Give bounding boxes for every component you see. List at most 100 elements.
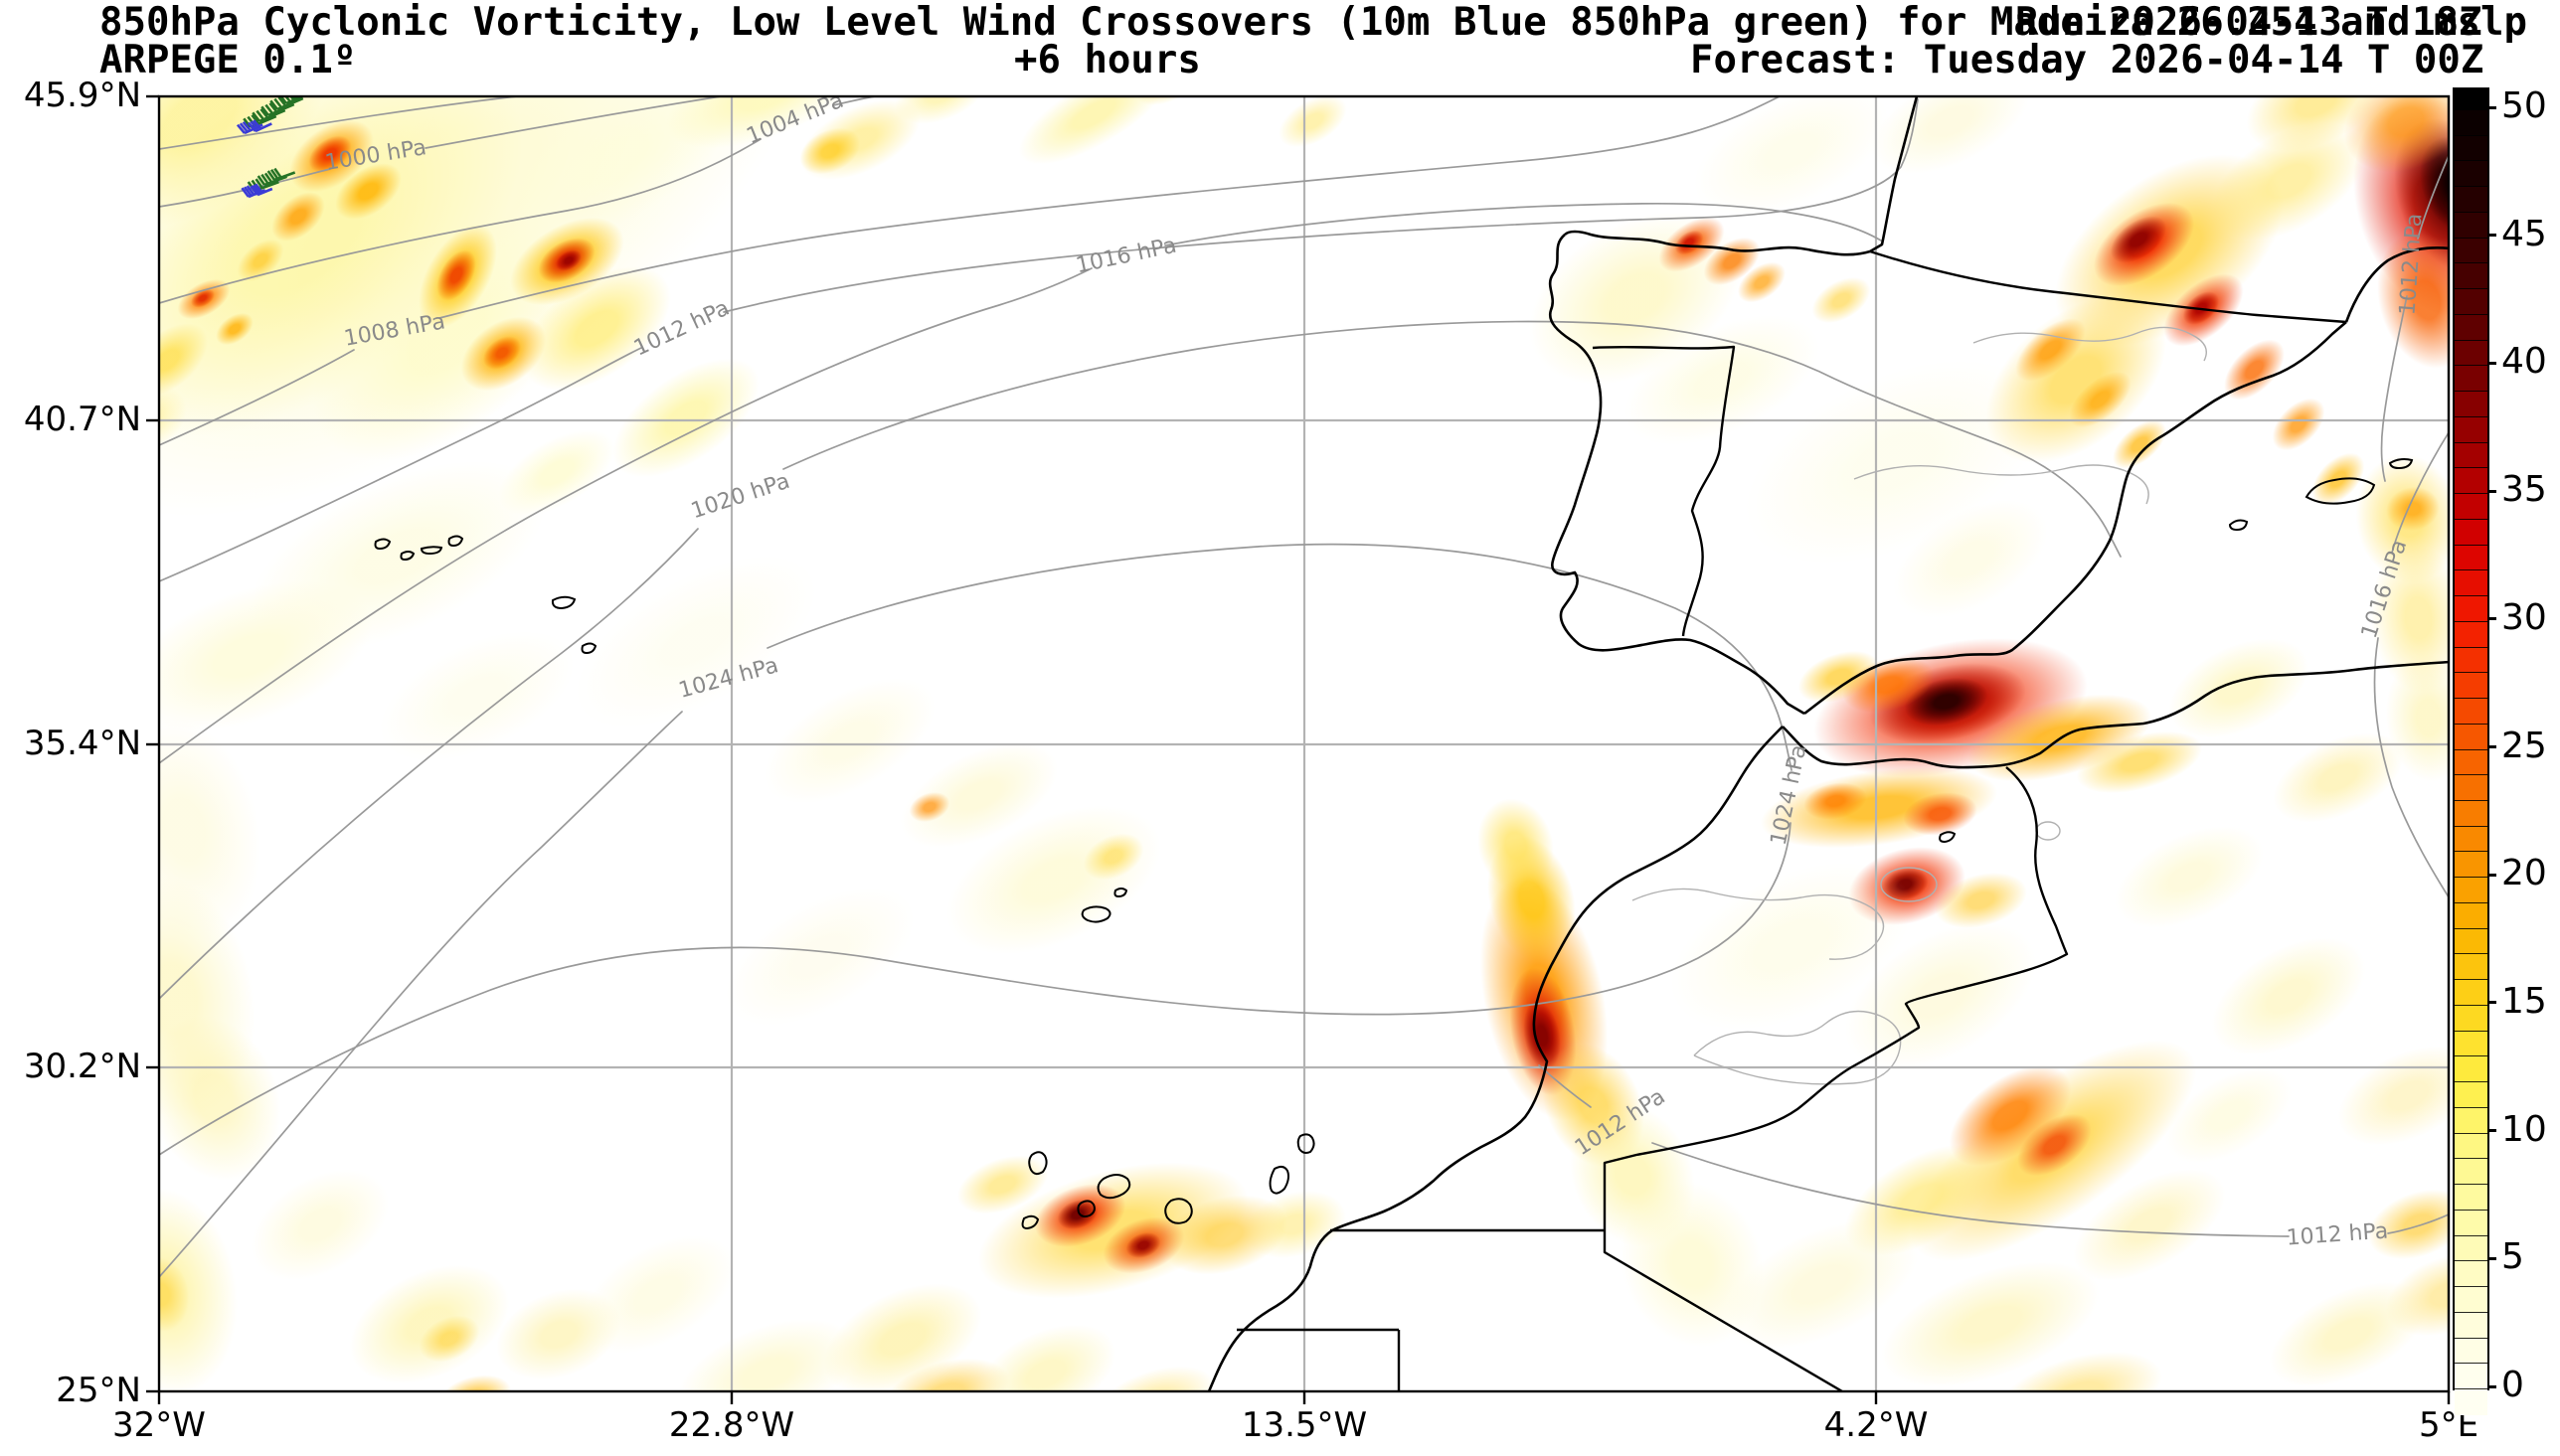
page-title: 850hPa Cyclonic Vorticity, Low Level Win… xyxy=(99,0,2527,45)
colorbar-segment xyxy=(2455,1286,2487,1313)
colorbar-segment xyxy=(2455,391,2487,417)
vorticity-blob xyxy=(330,1240,529,1391)
colorbar-tick-label: 35 xyxy=(2501,469,2547,511)
x-tick-label: 4.2°W xyxy=(1823,1405,1929,1445)
colorbar xyxy=(2453,87,2489,1415)
colorbar-tick-label: 5 xyxy=(2501,1236,2524,1278)
step-label: +6 hours xyxy=(1014,38,1201,82)
colorbar-segment xyxy=(2455,313,2487,341)
colorbar-tick-label: 0 xyxy=(2501,1365,2524,1405)
colorbar-segment xyxy=(2455,1209,2487,1236)
colorbar-segment xyxy=(2455,698,2487,725)
colorbar-segment xyxy=(2455,927,2487,955)
colorbar-segment xyxy=(2455,774,2487,801)
colorbar-tick-label: 50 xyxy=(2501,85,2547,126)
vorticity-blob xyxy=(703,859,938,1053)
colorbar-segment xyxy=(2455,262,2487,290)
colorbar-segment xyxy=(2455,160,2487,188)
colorbar-tick-mark xyxy=(2487,361,2496,365)
colorbar-segment xyxy=(2455,595,2487,622)
run-label: Run 2026-04-13 T 18Z xyxy=(2015,0,2482,45)
y-tick-label: 30.2°N xyxy=(23,1047,141,1086)
colorbar-segment xyxy=(2455,211,2487,239)
colorbar-tick-mark xyxy=(2487,489,2496,493)
colorbar-tick-mark xyxy=(2487,105,2496,109)
colorbar-segment xyxy=(2455,620,2487,648)
colorbar-tick-label: 25 xyxy=(2501,725,2547,766)
colorbar-segment xyxy=(2455,979,2487,1006)
colorbar-segment xyxy=(2455,748,2487,776)
colorbar-segment xyxy=(2455,1363,2487,1389)
colorbar-segment xyxy=(2455,544,2487,571)
vorticity-blob xyxy=(1803,267,1879,333)
colorbar-segment xyxy=(2455,672,2487,699)
vorticity-blob xyxy=(2099,804,2280,949)
x-tick-label: 32°W xyxy=(112,1405,206,1445)
colorbar-tick-mark xyxy=(2487,873,2496,877)
colorbar-segment xyxy=(2455,237,2487,264)
y-tick-label: 25°N xyxy=(56,1371,141,1410)
vorticity-blob xyxy=(2357,1176,2449,1273)
colorbar-segment xyxy=(2455,851,2487,879)
colorbar-segment xyxy=(2455,339,2487,367)
colorbar-segment xyxy=(2455,441,2487,469)
colorbar-segment xyxy=(2455,1106,2487,1134)
colorbar-segment xyxy=(2455,901,2487,929)
colorbar-segment xyxy=(2455,1030,2487,1057)
y-tick-label: 40.7°N xyxy=(23,400,141,439)
x-tick-label: 22.8°W xyxy=(668,1405,795,1445)
vorticity-blob xyxy=(2191,912,2386,1079)
colorbar-tick-label: 20 xyxy=(2501,853,2547,894)
vorticity-blob xyxy=(1192,96,1323,100)
colorbar-segment xyxy=(2455,953,2487,981)
colorbar-segment xyxy=(2455,646,2487,674)
colorbar-segment xyxy=(2455,1132,2487,1160)
vorticity-blobs xyxy=(159,96,2449,1391)
y-tick-label: 35.4°N xyxy=(23,724,141,763)
colorbar-segment xyxy=(2455,877,2487,903)
colorbar-tick-mark xyxy=(2487,1129,2496,1133)
colorbar-segment xyxy=(2455,1337,2487,1365)
colorbar-segment xyxy=(2455,1158,2487,1186)
colorbar-segment xyxy=(2455,1260,2487,1288)
colorbar-tick-label: 40 xyxy=(2501,341,2547,383)
colorbar-tick-label: 15 xyxy=(2501,980,2547,1022)
colorbar-tick-label: 30 xyxy=(2501,596,2547,638)
colorbar-segment xyxy=(2455,134,2487,162)
colorbar-segment xyxy=(2455,1055,2487,1083)
vorticity-blob xyxy=(232,1146,409,1303)
y-tick-label: 45.9°N xyxy=(23,76,141,115)
vorticity-blob xyxy=(1270,96,1355,158)
colorbar-segment xyxy=(2455,1184,2487,1211)
colorbar-segment xyxy=(2455,799,2487,827)
vorticity-blob xyxy=(2322,1025,2449,1166)
x-tick-label: 13.5°W xyxy=(1241,1405,1368,1445)
colorbar-segment xyxy=(2455,288,2487,315)
vorticity-blob xyxy=(159,996,304,1201)
colorbar-segment xyxy=(2455,109,2487,136)
colorbar-segment xyxy=(2455,493,2487,520)
colorbar-segment xyxy=(2455,518,2487,546)
model-label: ARPEGE 0.1º xyxy=(99,38,357,82)
colorbar-tick-mark xyxy=(2487,1256,2496,1260)
colorbar-segment xyxy=(2455,723,2487,750)
colorbar-tick-mark xyxy=(2487,617,2496,621)
colorbar-segment xyxy=(2455,1004,2487,1032)
colorbar-segment xyxy=(2455,1081,2487,1108)
colorbar-tick-mark xyxy=(2487,1001,2496,1005)
colorbar-tick-label: 10 xyxy=(2501,1108,2547,1150)
colorbar-tick-mark xyxy=(2487,234,2496,238)
vorticity-blob xyxy=(1004,96,1183,184)
colorbar-segment xyxy=(2455,569,2487,597)
colorbar-tick-mark xyxy=(2487,745,2496,748)
colorbar-segment xyxy=(2455,1234,2487,1262)
colorbar-segment xyxy=(2455,1311,2487,1339)
colorbar-tick-label: 45 xyxy=(2501,213,2547,254)
x-tick-label: 5°E xyxy=(2418,1405,2479,1445)
colorbar-segment xyxy=(2455,467,2487,495)
colorbar-segment xyxy=(2455,415,2487,443)
vorticity-blob xyxy=(2262,388,2335,461)
colorbar-segment xyxy=(2455,1388,2487,1415)
forecast-label: Forecast: Tuesday 2026-04-14 T 00Z xyxy=(1690,38,2484,82)
